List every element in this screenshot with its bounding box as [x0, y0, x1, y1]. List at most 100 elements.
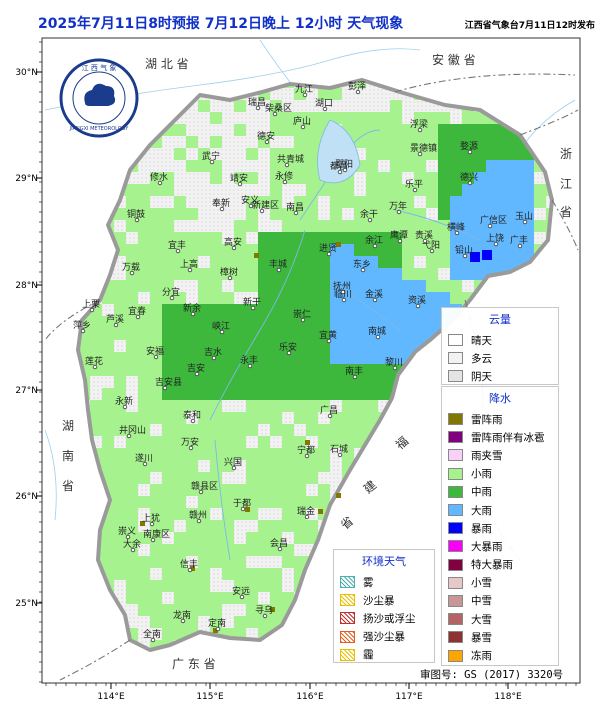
precip-cell — [258, 280, 270, 292]
precip-cell — [258, 472, 270, 484]
precip-cell — [390, 112, 402, 124]
precip-cell — [390, 244, 402, 256]
precip-cell — [138, 268, 150, 280]
precip-cell — [126, 568, 138, 580]
precip-cell — [354, 280, 366, 292]
precip-cell — [414, 136, 426, 148]
precip-cell — [522, 196, 534, 208]
precip-cell — [378, 292, 390, 304]
precip-cell — [258, 484, 270, 496]
legend-item: 大雪 — [442, 610, 558, 628]
precip-cell — [366, 256, 378, 268]
precip-cell — [174, 124, 186, 136]
city: 广信区 — [480, 214, 507, 229]
precip-cell — [162, 616, 174, 628]
precip-cell — [438, 208, 450, 220]
precip-cell — [258, 232, 270, 244]
city-dot — [286, 350, 292, 356]
city: 铜鼓 — [127, 208, 145, 223]
city-dot — [417, 127, 423, 133]
precip-cell — [150, 496, 162, 508]
rainstorm-cell — [470, 252, 480, 262]
precip-cell — [114, 556, 126, 568]
precip-cell — [114, 304, 126, 316]
city: 万年 — [389, 200, 407, 215]
precip-cell — [342, 196, 354, 208]
city-dot — [467, 149, 473, 155]
rainstorm-cell — [482, 250, 492, 260]
precip-cell — [150, 592, 162, 604]
precip-cell — [282, 340, 294, 352]
precip-cell — [102, 352, 114, 364]
precip-cell — [102, 364, 114, 376]
precip-cell — [246, 448, 258, 460]
precip-cell — [198, 280, 210, 292]
city-dot — [190, 311, 196, 317]
precip-cell — [270, 244, 282, 256]
city: 峡江 — [212, 320, 230, 335]
precip-cell — [498, 232, 510, 244]
city-dot — [322, 106, 328, 112]
precip-cell — [378, 268, 390, 280]
precip-cell — [138, 244, 150, 256]
city: 鹰潭 — [390, 229, 408, 244]
precip-cell — [306, 136, 318, 148]
city-dot — [352, 374, 358, 380]
legend-item: 中雪 — [442, 592, 558, 610]
precip-cell — [78, 340, 90, 352]
swatch-cloudy — [448, 352, 463, 365]
city: 寻乌 — [255, 604, 273, 619]
thunder-marker — [190, 566, 195, 571]
precip-cell — [270, 328, 282, 340]
map-title: 2025年7月11日8时预报 7月12日晚上 12小时 天气现象 — [38, 16, 404, 32]
precip-cell — [282, 256, 294, 268]
precip-cell — [378, 112, 390, 124]
city: 芦溪 — [106, 313, 124, 328]
precip-cell — [402, 340, 414, 352]
legend-item: 中雨 — [442, 483, 558, 501]
precip-cell — [102, 436, 114, 448]
precip-cell — [426, 232, 438, 244]
swatch-overcast — [448, 370, 463, 383]
precip-cell — [294, 256, 306, 268]
precip-cell — [282, 436, 294, 448]
precip-cell — [162, 220, 174, 232]
precip-cell — [210, 316, 222, 328]
precip-cell — [462, 196, 474, 208]
legend-swatch — [340, 630, 355, 643]
precip-cell — [366, 316, 378, 328]
precip-cell — [378, 256, 390, 268]
precip-cell — [450, 208, 462, 220]
precip-cell — [294, 472, 306, 484]
city: 吉安 — [187, 362, 205, 377]
city: 高安 — [224, 236, 242, 251]
thunder-marker — [336, 493, 341, 498]
precip-cell — [450, 160, 462, 172]
precip-cell — [294, 556, 306, 568]
precip-cell — [318, 400, 330, 412]
precip-cell — [486, 208, 498, 220]
precip-cell — [402, 244, 414, 256]
precip-cell — [138, 568, 150, 580]
thunder-marker — [254, 253, 259, 258]
precip-cell — [306, 520, 318, 532]
precip-cell — [258, 352, 270, 364]
precip-cell — [162, 460, 174, 472]
legend-item: 冻雨 — [442, 646, 558, 664]
city-dot — [264, 139, 270, 145]
precip-cell — [306, 160, 318, 172]
city-label: 崇仁 — [293, 308, 311, 320]
precip-cell — [102, 460, 114, 472]
precip-cell — [150, 220, 162, 232]
lat-label: 25°N — [15, 599, 38, 609]
precip-cell — [162, 208, 174, 220]
city: 莲花 — [85, 355, 103, 370]
precip-cell — [306, 376, 318, 388]
logo-text-top: 江 西 气 象 — [82, 63, 117, 72]
lat-label: 27°N — [15, 386, 38, 396]
precip-cell — [258, 604, 270, 616]
city-dot — [89, 307, 95, 313]
precip-cell — [282, 376, 294, 388]
precip-cell — [522, 160, 534, 172]
precip-cell — [162, 412, 174, 424]
